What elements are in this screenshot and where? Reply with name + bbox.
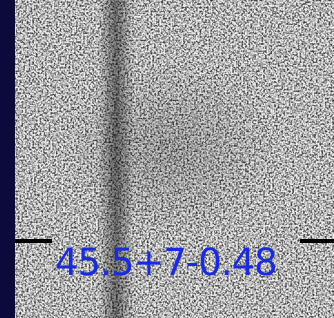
source-label: 45.5+7-0.48 (55, 241, 277, 284)
image-cutout: 45.5+7-0.48 (0, 0, 334, 318)
page: {"label": "45.5+7-0.48"} 45.5+7-0.48 (()… (0, 0, 334, 318)
left-border (0, 0, 15, 318)
diffuse-emission (60, 60, 280, 240)
